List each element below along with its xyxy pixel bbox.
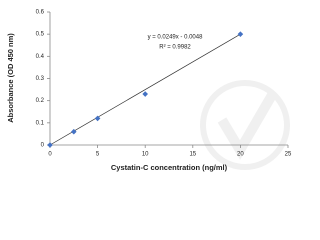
y-tick-label: 0.5	[36, 32, 45, 38]
x-tick-label: 25	[285, 152, 292, 158]
y-tick-label: 0	[41, 143, 45, 149]
y-tick-label: 0.1	[36, 120, 45, 126]
trendline	[49, 33, 241, 146]
y-tick-label: 0.6	[36, 10, 45, 16]
x-tick-label: 5	[96, 152, 100, 158]
chart: Cystatin-C concentration (ng/ml) Absorba…	[6, 10, 292, 172]
data-point	[237, 31, 244, 37]
equation: y = 0.0249x - 0.0048	[148, 35, 204, 41]
x-tick-label: 0	[48, 152, 52, 158]
x-axis-title: Cystatin-C concentration (ng/ml)	[111, 163, 228, 172]
x-tick-label: 10	[142, 152, 149, 158]
data-point	[71, 128, 77, 135]
x-tick-label: 20	[237, 152, 244, 158]
data-point	[47, 142, 53, 148]
watermark	[200, 80, 290, 170]
y-axis-title: Absorbance (OD 450 nm)	[6, 33, 15, 123]
y-tick-label: 0.3	[36, 76, 45, 82]
y-tick-label: 0.2	[36, 98, 45, 104]
data-point	[94, 115, 101, 122]
x-tick-label: 15	[189, 152, 196, 158]
data-point	[142, 91, 148, 97]
r-squared: R² = 0.9982	[159, 45, 191, 51]
y-tick-label: 0.4	[36, 54, 45, 60]
